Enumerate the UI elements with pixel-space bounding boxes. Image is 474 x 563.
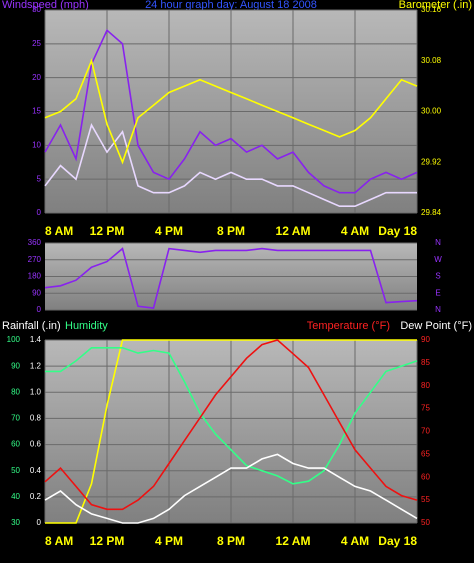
x-tick-label: 8 AM [45,224,73,238]
y-tick-label: 30.16 [421,5,442,14]
x-tick-label: Day 18 [378,534,417,548]
y-tick-label: 50 [11,466,20,475]
y-tick-label: 10 [32,140,41,149]
y-tick-label: 90 [32,288,41,297]
y-tick-label: 0 [37,518,42,527]
y-tick-label: 180 [28,272,42,281]
y-tick-label: 30.08 [421,56,442,65]
x-tick-label: 8 PM [217,534,245,548]
y-tick-label: 0 [37,305,42,314]
y-tick-label: 75 [421,404,430,413]
y-tick-label: 270 [28,255,42,264]
series-line [44,247,418,309]
y-tick-label: 25 [32,39,41,48]
y-tick-label: 85 [421,358,430,367]
series-line [45,346,418,485]
y-tick-label: 0.4 [30,466,42,475]
y-tick-label: S [435,272,440,281]
y-tick-label: 5 [37,174,42,183]
y-tick-label: 1.0 [30,387,42,396]
series-line [44,122,417,207]
y-tick-label: 15 [32,107,41,116]
x-tick-label: 12 PM [90,534,125,548]
y-tick-label: 90 [11,361,20,370]
y-tick-label: 29.92 [421,157,442,166]
y-tick-label: 29.84 [421,208,442,217]
axis-label: Windspeed (mph) [2,0,89,11]
series-line [44,58,418,165]
y-tick-label: 50 [421,518,430,527]
x-tick-label: 8 PM [217,224,245,238]
y-tick-label: N [435,305,441,314]
y-tick-label: 80 [421,381,430,390]
y-tick-label: 1.4 [30,335,42,344]
x-tick-label: 12 PM [90,224,125,238]
series-line [44,28,418,194]
y-tick-label: 30.00 [421,107,442,116]
x-tick-label: 12 AM [276,534,311,548]
x-tick-label: 12 AM [276,224,311,238]
x-tick-label: Day 18 [378,224,417,238]
y-tick-label: 60 [11,440,20,449]
y-tick-label: 90 [421,335,430,344]
chart-title: 24 hour graph day: August 18 2008 [145,0,317,11]
y-tick-label: 0 [37,208,42,217]
y-tick-label: 60 [421,472,430,481]
y-tick-label: 0.8 [30,414,42,423]
y-tick-label: 0.6 [30,440,42,449]
y-tick-label: 40 [11,492,20,501]
y-tick-label: 65 [421,449,430,458]
series-line [44,339,418,511]
x-tick-label: 4 PM [155,224,183,238]
axis-label: Rainfall (.in) [2,320,61,332]
y-tick-label: N [435,238,441,247]
axis-label: Temperature (°F) [307,320,390,332]
x-tick-label: 4 PM [155,534,183,548]
x-tick-label: 4 AM [341,534,369,548]
axis-label: Dew Point (°F) [400,320,472,332]
y-tick-label: 20 [32,73,41,82]
x-tick-label: 4 AM [341,224,369,238]
y-tick-label: 1.2 [30,361,42,370]
y-tick-label: 0.2 [30,492,42,501]
y-tick-label: 70 [421,427,430,436]
y-tick-label: 80 [11,387,20,396]
x-tick-label: 8 AM [45,534,73,548]
y-tick-label: 55 [421,495,430,504]
y-tick-label: E [435,288,440,297]
series-line [44,453,418,524]
y-tick-label: 100 [7,335,21,344]
y-tick-label: 30 [32,5,41,14]
axis-label: Humidity [65,320,108,332]
y-tick-label: 360 [28,238,42,247]
y-tick-label: 70 [11,414,20,423]
axis-label: Barometer (.in) [399,0,472,11]
series-line [45,339,417,524]
y-tick-label: 30 [11,518,20,527]
y-tick-label: W [434,255,442,264]
